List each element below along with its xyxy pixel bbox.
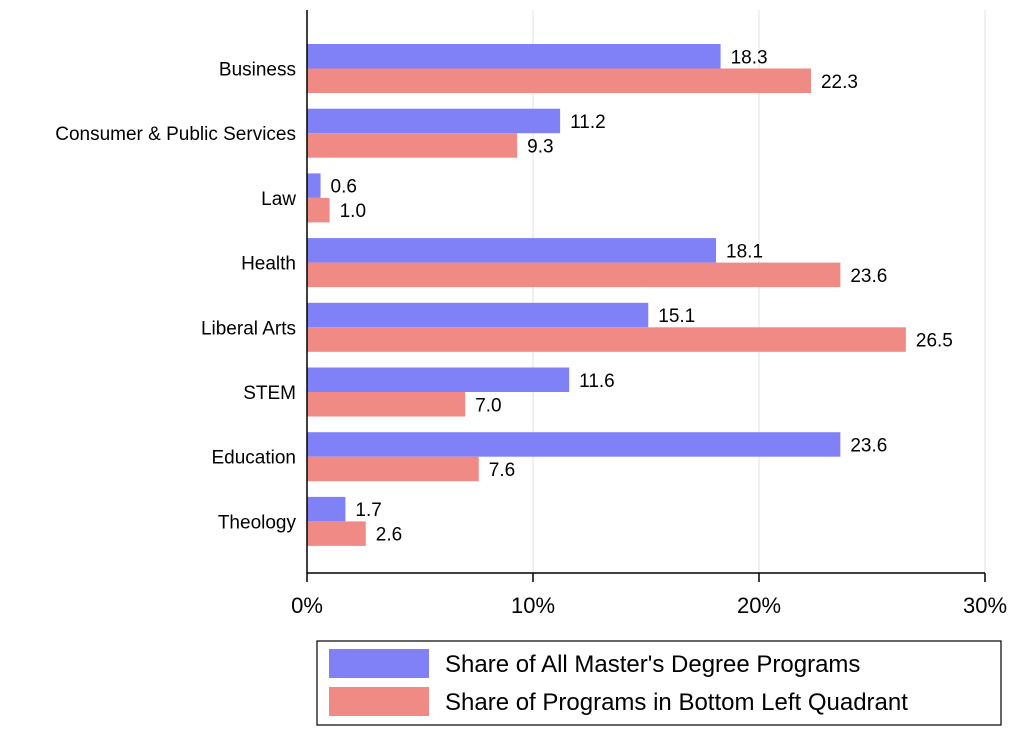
category-label-health: Health xyxy=(241,254,296,275)
value-label-health-series-1: 23.6 xyxy=(850,266,887,287)
bar-law-series-1 xyxy=(307,197,330,223)
legend-label-bottom-left-quadrant: Share of Programs in Bottom Left Quadran… xyxy=(445,689,908,716)
bar-consumer-public-services-series-0 xyxy=(307,108,561,134)
category-label-business: Business xyxy=(219,60,296,81)
x-tick-label-10: 10% xyxy=(511,593,555,618)
legend-label-all-programs: Share of All Master's Degree Programs xyxy=(445,651,860,678)
value-label-education-series-1: 7.6 xyxy=(489,460,515,481)
value-label-stem-series-0: 11.6 xyxy=(579,371,615,392)
value-label-business-series-1: 22.3 xyxy=(821,72,858,93)
legend-swatch-all-programs xyxy=(329,649,429,678)
category-label-education: Education xyxy=(211,448,296,469)
grid-lines xyxy=(532,10,986,573)
bar-health-series-0 xyxy=(307,238,717,263)
bar-liberal-arts-series-0 xyxy=(307,302,649,328)
x-tick-label-30: 30% xyxy=(963,593,1007,618)
x-tick-label-0: 0% xyxy=(291,593,323,618)
value-label-consumer-public-services-series-1: 9.3 xyxy=(527,136,553,157)
bar-consumer-public-services-series-1 xyxy=(307,133,518,158)
value-label-consumer-public-services-series-0: 11.2 xyxy=(570,112,606,133)
value-label-law-series-1: 1.0 xyxy=(340,201,366,222)
bar-theology-series-0 xyxy=(307,496,346,522)
category-label-theology: Theology xyxy=(218,512,297,533)
value-label-theology-series-1: 2.6 xyxy=(376,525,402,546)
bars: 18.3 22.3 11.2 9.3 0.6 1.0 18.1 23.6 15.1 26.5 11.… xyxy=(307,44,953,546)
legend: Share of All Master's Degree Programs Sh… xyxy=(316,640,1002,726)
bar-liberal-arts-series-1 xyxy=(307,327,906,352)
bar-law-series-0 xyxy=(307,173,321,198)
axes: Business Consumer & Public Services Law Hea… xyxy=(55,10,1007,618)
bar-education-series-0 xyxy=(307,432,841,457)
bar-education-series-1 xyxy=(307,456,479,482)
value-label-business-series-0: 18.3 xyxy=(731,47,768,68)
category-label-consumer-public-services: Consumer & Public Services xyxy=(55,124,296,145)
bar-business-series-0 xyxy=(307,44,721,69)
bar-business-series-1 xyxy=(307,68,811,93)
legend-box xyxy=(316,640,1002,726)
value-label-liberal-arts-series-1: 26.5 xyxy=(916,331,953,352)
bar-stem-series-0 xyxy=(307,367,570,392)
category-label-law: Law xyxy=(261,189,296,210)
value-label-law-series-0: 0.6 xyxy=(331,177,357,198)
legend-swatch-bottom-left-quadrant xyxy=(329,687,429,716)
x-tick-label-20: 20% xyxy=(737,593,781,618)
value-label-education-series-0: 23.6 xyxy=(850,435,887,456)
value-label-liberal-arts-series-0: 15.1 xyxy=(658,306,695,327)
value-label-theology-series-0: 1.7 xyxy=(355,500,381,521)
value-label-health-series-0: 18.1 xyxy=(726,241,763,262)
bar-health-series-1 xyxy=(307,262,841,288)
category-label-liberal-arts: Liberal Arts xyxy=(201,318,296,339)
value-label-stem-series-1: 7.0 xyxy=(475,395,501,416)
bar-theology-series-1 xyxy=(307,521,366,546)
bar-stem-series-1 xyxy=(307,392,466,417)
category-label-stem: STEM xyxy=(243,383,296,404)
